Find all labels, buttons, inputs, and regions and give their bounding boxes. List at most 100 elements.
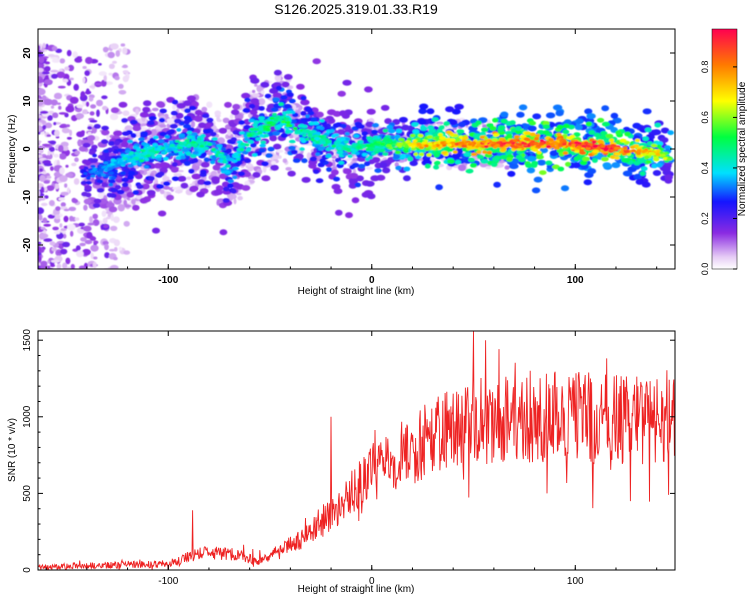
- spectrogram-ridge-blob: [614, 152, 621, 156]
- spectrogram-ridge-blob: [183, 119, 191, 125]
- spectrogram-ridge-blob: [171, 176, 180, 182]
- spectrogram-ridge-blob: [600, 144, 606, 148]
- spectrogram-noise-blob: [38, 255, 42, 263]
- spectrogram-ridge-blob: [101, 125, 109, 131]
- spectrogram-ridge-blob: [192, 158, 199, 164]
- spectrogram-ridge-blob: [299, 147, 305, 152]
- spectrogram-noise-blob: [42, 268, 44, 269]
- spectrogram-noise-blob: [68, 282, 71, 286]
- spectrogram-ridge-blob: [265, 153, 274, 158]
- spectrogram-noise-blob: [84, 239, 93, 245]
- spectrogram-ridge-blob: [526, 167, 536, 174]
- spectrogram-ridge-blob: [292, 126, 298, 131]
- spectrogram-noise-blob: [163, 191, 167, 199]
- spectrogram-noise-blob: [206, 101, 213, 108]
- spectrogram-noise-blob: [38, 282, 45, 285]
- spectrogram-ridge-blob: [624, 131, 631, 137]
- spectrogram-ridge-blob: [246, 134, 253, 138]
- spectrogram-noise-blob: [38, 280, 42, 283]
- spectrogram-noise-blob: [38, 251, 42, 256]
- spectrogram-ridge-blob: [90, 174, 96, 178]
- spectrogram-ridge-blob: [610, 112, 619, 119]
- spectrogram-ridge-blob: [656, 149, 661, 153]
- spectrogram-ridge-blob: [255, 137, 262, 141]
- spectrogram-ridge-blob: [261, 161, 269, 167]
- spectrogram-ridge-blob: [148, 149, 155, 153]
- spectrogram-ridge-blob: [623, 146, 628, 150]
- spectrogram-ridge-blob: [276, 124, 283, 128]
- spectrogram-noise-blob: [108, 72, 114, 76]
- spectrogram-noise-blob: [113, 256, 118, 261]
- spectrogram-noise-blob: [73, 287, 80, 290]
- spectrogram-ridge-blob: [140, 131, 149, 136]
- spectrogram-ridge-blob: [611, 162, 621, 169]
- spectrogram-noise-blob: [52, 112, 59, 118]
- spectrogram-ridge-blob: [269, 135, 278, 142]
- spectrogram-ridge-blob: [337, 146, 342, 150]
- spectrogram-noise-blob: [38, 122, 43, 126]
- spectrogram-ridge-blob: [476, 154, 485, 160]
- x-tick-label: 0: [369, 576, 375, 587]
- spectrogram-ridge-blob: [92, 203, 101, 208]
- spectrogram-ridge-blob: [144, 157, 150, 162]
- spectrogram-ridge-blob: [426, 135, 433, 139]
- spectrogram-ridge-blob: [108, 206, 118, 213]
- spectrogram-ridge-blob: [426, 108, 435, 115]
- spectrogram-ridge-blob: [259, 133, 265, 138]
- spectrogram-ridge-blob: [599, 134, 607, 140]
- spectrogram-ridge-blob: [652, 157, 660, 162]
- spectrogram-noise-blob: [115, 50, 121, 57]
- spectrogram-noise-blob: [38, 213, 43, 222]
- spectrogram-ridge-blob: [458, 121, 466, 128]
- spectrogram-noise-blob: [167, 118, 176, 125]
- spectrogram-ridge-blob: [332, 123, 340, 128]
- spectrogram-noise-blob: [38, 157, 47, 161]
- spectrogram-ridge-blob: [518, 104, 528, 111]
- spectrogram-ridge-blob: [399, 153, 407, 159]
- spectrogram-ridge-blob: [252, 171, 261, 178]
- spectrogram-noise-blob: [119, 275, 125, 279]
- spectrogram-ridge-blob: [129, 151, 135, 155]
- spectrogram-ridge-blob: [386, 144, 392, 148]
- spectrogram-ridge-blob: [199, 144, 205, 148]
- spectrogram-ridge-blob: [305, 137, 310, 141]
- spectrogram-ridge-blob: [420, 126, 428, 131]
- spectrogram-noise-blob: [86, 289, 90, 292]
- spectrogram-ridge-blob: [522, 142, 528, 146]
- spectrogram-ridge-blob: [264, 93, 272, 99]
- snr-y-label: SNR (10 * v/v): [7, 418, 18, 482]
- spectrogram-noise-blob: [85, 90, 92, 95]
- spectrogram-noise-blob: [485, 166, 492, 170]
- spectrogram-noise-blob: [60, 202, 66, 208]
- spectrogram-ridge-blob: [573, 156, 580, 162]
- spectrogram-ridge-blob: [452, 150, 458, 154]
- spectrogram-noise-blob: [44, 122, 53, 129]
- spectrogram-noise-blob: [38, 53, 45, 57]
- spectrogram-ridge-blob: [461, 144, 467, 148]
- spectrogram-ridge-blob: [398, 137, 405, 142]
- spectrogram-noise-blob: [229, 196, 233, 201]
- spectrogram-ridge-blob: [545, 145, 552, 149]
- spectrogram-ridge-blob: [500, 111, 509, 118]
- spectrogram-ridge-blob: [219, 154, 225, 158]
- colorbar-tick-label: 0.8: [700, 61, 710, 74]
- spectrogram-ridge-blob: [93, 198, 102, 204]
- spectrogram-ridge-blob: [318, 134, 324, 139]
- spectrogram-ridge-blob: [278, 102, 284, 106]
- spectrogram-ridge-blob: [536, 129, 545, 135]
- spectrogram-ridge-blob: [331, 144, 336, 148]
- spectrogram-ridge-blob: [275, 85, 283, 91]
- spectrogram-ridge-blob: [99, 198, 108, 205]
- spectrogram-noise-blob: [123, 199, 128, 206]
- spectrogram-noise-blob: [41, 143, 51, 147]
- spectrogram-ridge-blob: [337, 90, 346, 97]
- spectrogram-ridge-blob: [116, 189, 125, 195]
- spectrogram-noise-blob: [59, 175, 68, 183]
- spectrogram-ridge-blob: [230, 188, 237, 194]
- spectrogram-ridge-blob: [202, 113, 210, 119]
- spectrogram-noise-blob: [155, 125, 161, 130]
- spectrogram-ridge-blob: [108, 179, 116, 184]
- spectrogram-ridge-blob: [316, 111, 324, 118]
- spectrogram-ridge-blob: [83, 166, 89, 171]
- spectrogram-ridge-blob: [180, 155, 186, 160]
